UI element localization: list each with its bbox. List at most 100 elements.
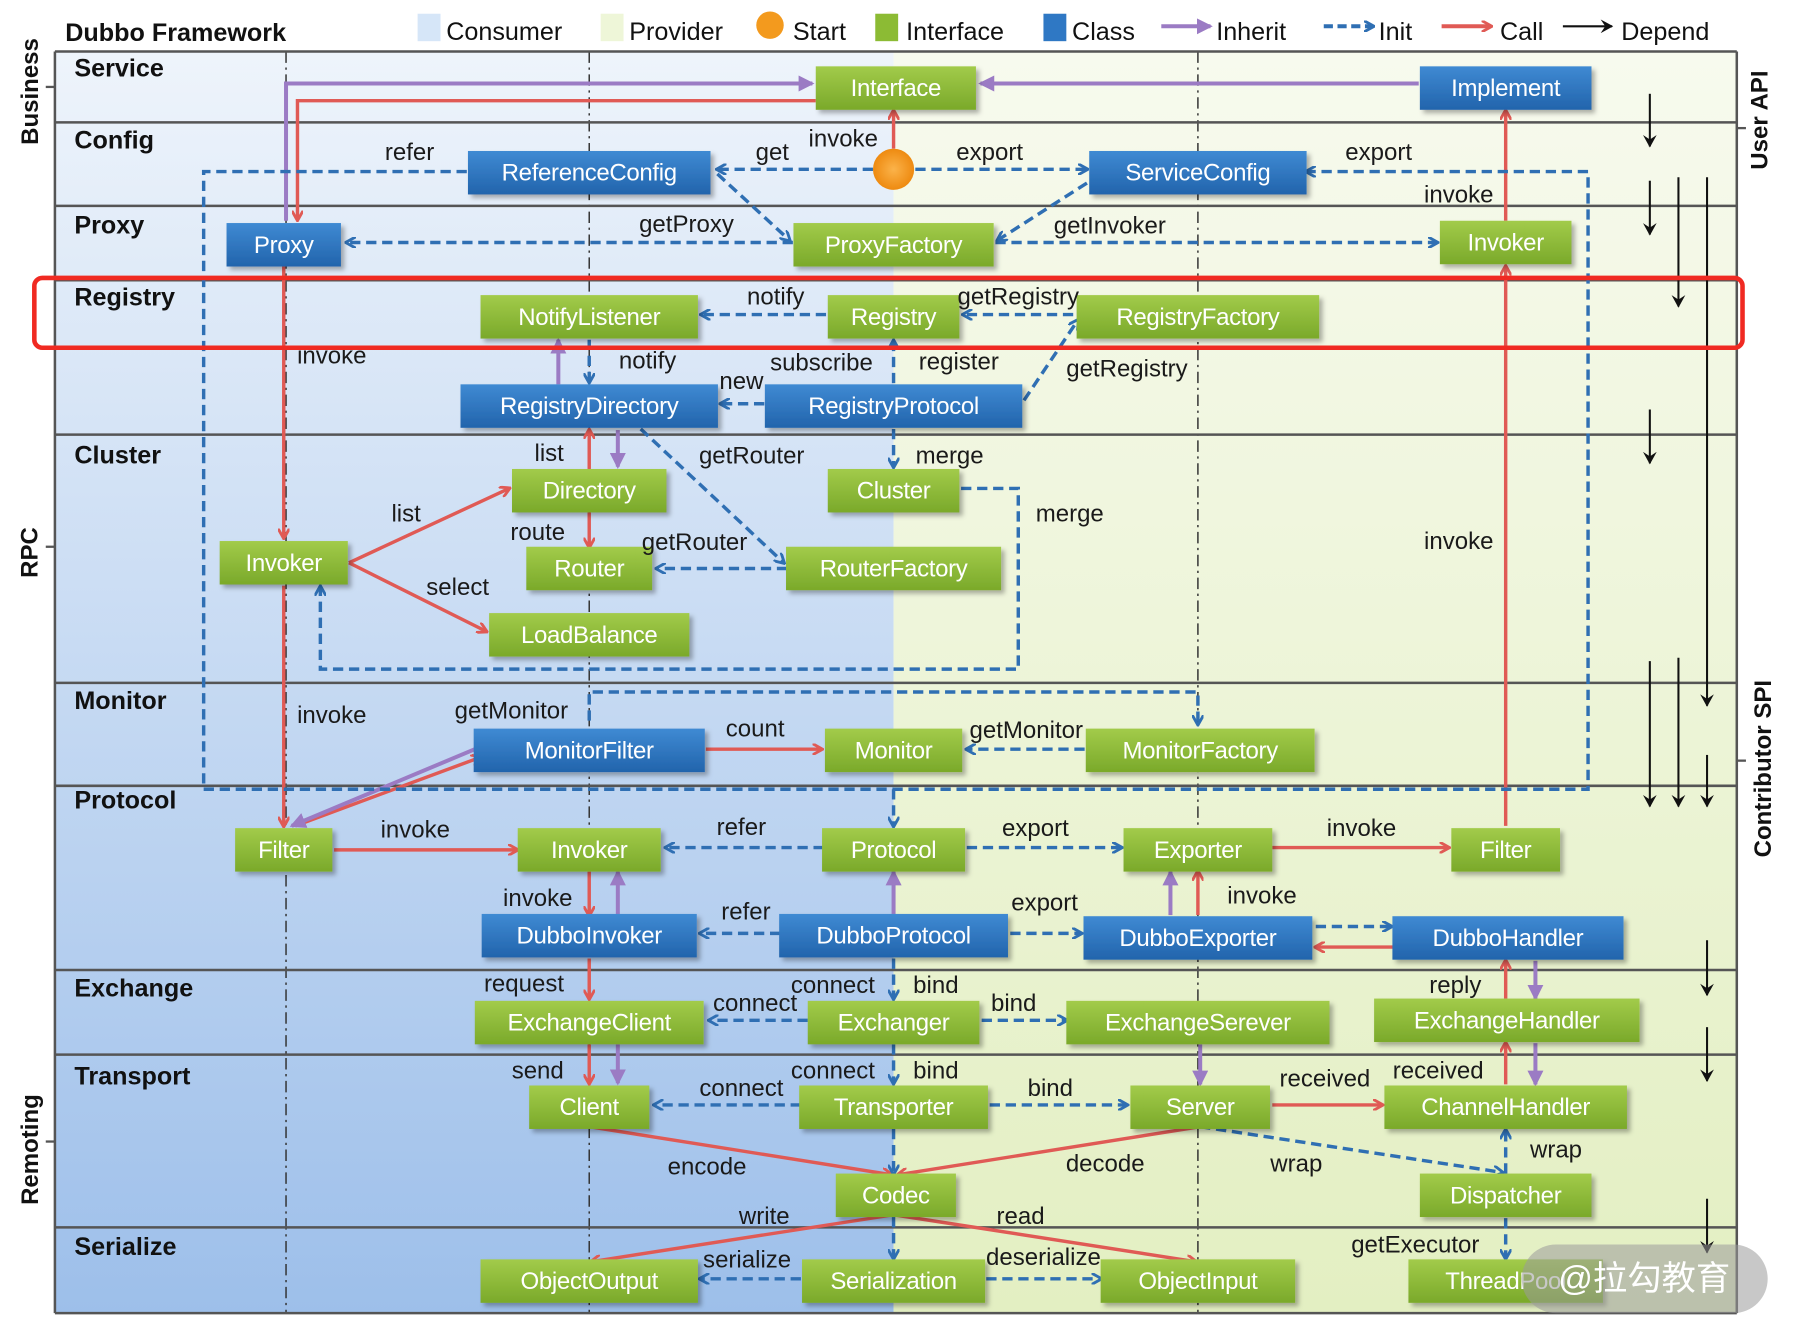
node-exchanger[interactable]: Exchanger — [807, 1000, 980, 1045]
layer-label-config: Config — [74, 127, 154, 155]
node-proxy[interactable]: Proxy — [226, 223, 341, 267]
node-dubboprotocol[interactable]: DubboProtocol — [779, 913, 1008, 958]
group-label-business: Business — [17, 38, 44, 145]
group-label-remoting: Remoting — [17, 1094, 44, 1205]
node-filter[interactable]: Filter — [1451, 828, 1561, 872]
edge-label-invoke: invoke — [1424, 528, 1493, 555]
edge-label-bind: bind — [991, 990, 1036, 1017]
call-edge — [893, 1213, 1196, 1262]
node-routerfactory[interactable]: RouterFactory — [786, 546, 1002, 591]
node-transporter[interactable]: Transporter — [799, 1085, 988, 1129]
node-monitorfilter[interactable]: MonitorFilter — [473, 728, 705, 773]
edge-label-notify: notify — [619, 347, 676, 374]
layer-label-service: Service — [74, 55, 164, 83]
node-invoker[interactable]: Invoker — [1439, 220, 1572, 265]
legend-swatch — [417, 13, 441, 42]
node-dubboinvoker[interactable]: DubboInvoker — [481, 913, 697, 958]
node-dubbohandler[interactable]: DubboHandler — [1392, 916, 1624, 960]
node-registryprotocol[interactable]: RegistryProtocol — [764, 384, 1023, 428]
node-referenceconfig[interactable]: ReferenceConfig — [467, 150, 711, 195]
node-invoker[interactable]: Invoker — [219, 541, 348, 585]
node-invoker[interactable]: Invoker — [517, 828, 661, 872]
edge-label-refer: refer — [385, 139, 434, 166]
node-label: LoadBalance — [521, 622, 657, 649]
call-edge — [294, 757, 480, 828]
node-dispatcher[interactable]: Dispatcher — [1419, 1173, 1592, 1218]
edge-label-encode: encode — [668, 1154, 747, 1181]
node-proxyfactory[interactable]: ProxyFactory — [793, 223, 994, 267]
node-exchangehandler[interactable]: ExchangeHandler — [1374, 998, 1640, 1043]
node-exporter[interactable]: Exporter — [1123, 828, 1273, 872]
edge-label-decode: decode — [1066, 1150, 1145, 1177]
node-interface[interactable]: Interface — [815, 66, 976, 110]
node-channelhandler[interactable]: ChannelHandler — [1384, 1085, 1627, 1129]
group-label-rpc: RPC — [17, 527, 44, 578]
node-server[interactable]: Server — [1130, 1085, 1270, 1129]
legend-start-circle — [756, 11, 784, 39]
group-label-user-api: User API — [1747, 70, 1774, 169]
edge-label-bind: bind — [913, 972, 958, 999]
edge-label-getregistry: getRegistry — [1066, 355, 1187, 382]
edge-label-getrouter: getRouter — [642, 529, 747, 556]
node-box — [835, 1173, 956, 1218]
node-notifylistener[interactable]: NotifyListener — [480, 295, 698, 339]
node-box — [1085, 728, 1315, 773]
node-registrydirectory[interactable]: RegistryDirectory — [460, 384, 718, 428]
edge-label-wrap: wrap — [1269, 1150, 1322, 1177]
node-directory[interactable]: Directory — [511, 468, 667, 513]
edge-label-export: export — [956, 139, 1023, 166]
node-label: ExchangeHandler — [1414, 1007, 1600, 1034]
node-label: Invoker — [246, 550, 323, 577]
node-label: Exchanger — [838, 1010, 950, 1037]
node-box — [1439, 220, 1572, 265]
node-client[interactable]: Client — [529, 1085, 650, 1129]
node-box — [481, 913, 697, 958]
node-registry[interactable]: Registry — [827, 295, 960, 339]
node-label: Exporter — [1154, 837, 1242, 864]
node-serialization[interactable]: Serialization — [802, 1259, 986, 1303]
watermark-text: @拉勾教育 — [1558, 1260, 1730, 1298]
node-monitor[interactable]: Monitor — [824, 728, 963, 773]
legend-item-class: Class — [1043, 13, 1135, 46]
init-edge — [1022, 320, 1078, 402]
call-edge — [898, 1124, 1201, 1175]
node-label: Proxy — [254, 232, 314, 259]
node-filter[interactable]: Filter — [235, 828, 333, 872]
node-exchangeclient[interactable]: ExchangeClient — [474, 1000, 704, 1045]
node-box — [226, 223, 341, 267]
node-registryfactory[interactable]: RegistryFactory — [1076, 295, 1320, 339]
layer-label-serialize: Serialize — [74, 1233, 176, 1261]
legend-label: Class — [1072, 18, 1135, 46]
node-objectinput[interactable]: ObjectInput — [1100, 1259, 1296, 1303]
watermark: @拉勾教育 — [1521, 1244, 1768, 1314]
node-exchangeserever[interactable]: ExchangeSerever — [1066, 1000, 1330, 1045]
node-objectoutput[interactable]: ObjectOutput — [480, 1259, 698, 1303]
node-loadbalance[interactable]: LoadBalance — [489, 613, 690, 657]
node-label: ChannelHandler — [1421, 1094, 1590, 1121]
node-label: ProxyFactory — [825, 232, 963, 259]
init-edge — [1199, 1124, 1502, 1173]
layer-label-protocol: Protocol — [74, 787, 176, 815]
edge-label-connect: connect — [713, 990, 797, 1017]
node-router[interactable]: Router — [526, 546, 653, 591]
node-implement[interactable]: Implement — [1419, 66, 1592, 110]
node-box — [1419, 66, 1592, 110]
edge-label-bind: bind — [913, 1058, 958, 1085]
edge-label-invoke: invoke — [503, 885, 572, 912]
call-edge — [592, 1213, 894, 1262]
node-monitorfactory[interactable]: MonitorFactory — [1085, 728, 1315, 773]
node-box — [1451, 828, 1561, 872]
node-cluster[interactable]: Cluster — [827, 468, 960, 513]
node-box — [793, 223, 994, 267]
node-protocol[interactable]: Protocol — [822, 828, 966, 872]
legend-swatch — [1043, 13, 1067, 42]
layer-label-cluster: Cluster — [74, 441, 161, 469]
node-serviceconfig[interactable]: ServiceConfig — [1089, 150, 1307, 195]
node-box — [827, 295, 960, 339]
node-dubboexporter[interactable]: DubboExporter — [1083, 916, 1313, 960]
node-label: Monitor — [855, 737, 933, 764]
node-codec[interactable]: Codec — [835, 1173, 956, 1218]
edge-label-getrouter: getRouter — [699, 442, 804, 469]
node-label: Filter — [1480, 837, 1532, 864]
node-box — [1089, 150, 1307, 195]
